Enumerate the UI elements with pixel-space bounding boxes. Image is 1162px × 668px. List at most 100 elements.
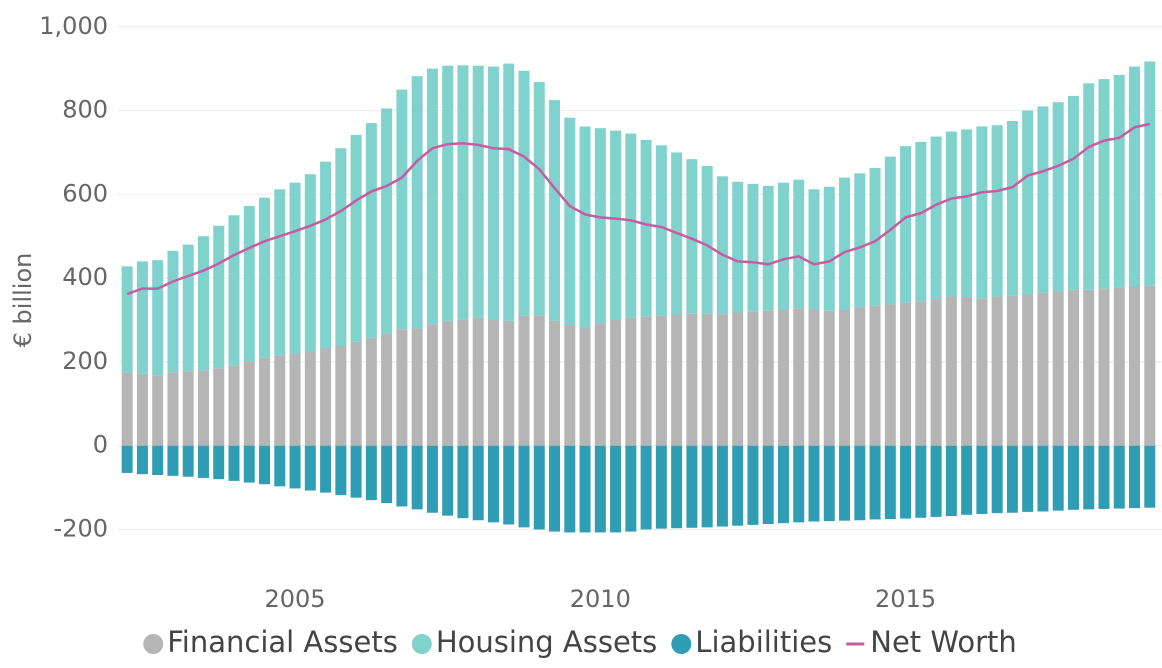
y-tick-label: 600: [62, 179, 108, 207]
bar: [747, 183, 759, 312]
bar: [152, 445, 164, 476]
bar: [1052, 445, 1064, 511]
bar: [228, 445, 240, 481]
bar: [961, 296, 973, 446]
bar: [426, 445, 438, 513]
bar: [304, 174, 316, 352]
bar: [793, 445, 805, 523]
bar: [228, 215, 240, 366]
bar: [503, 320, 515, 446]
bar: [442, 65, 454, 321]
bar: [823, 310, 835, 446]
bar: [716, 314, 728, 446]
bar: [869, 167, 881, 306]
legend-label: Liabilities: [695, 625, 832, 659]
bar: [930, 445, 942, 517]
bar: [487, 445, 499, 523]
bar: [167, 372, 179, 446]
bar: [1052, 291, 1064, 446]
bar: [533, 315, 545, 446]
bar: [1098, 79, 1110, 289]
bar: [793, 179, 805, 309]
bar: [610, 445, 622, 533]
bar: [579, 445, 591, 533]
bar: [243, 361, 255, 446]
bar: [381, 445, 393, 504]
bar: [136, 373, 148, 446]
bar: [701, 445, 713, 528]
bar: [350, 134, 362, 342]
bar: [518, 445, 530, 528]
bar: [793, 308, 805, 446]
bar: [289, 353, 301, 446]
bar: [625, 133, 637, 318]
bar: [304, 445, 316, 491]
bar: [671, 314, 683, 446]
bar: [991, 125, 1003, 297]
bar: [594, 323, 606, 446]
bar: [732, 445, 744, 526]
bar: [884, 445, 896, 520]
bar: [152, 375, 164, 446]
bar: [411, 328, 423, 446]
bar: [564, 117, 576, 326]
bar: [1022, 294, 1034, 446]
bar: [518, 70, 530, 316]
bar: [900, 302, 912, 446]
y-axis-label: € billion: [9, 253, 37, 348]
bar: [625, 317, 637, 446]
bar: [426, 324, 438, 446]
bar: [884, 304, 896, 446]
y-tick-label: 800: [62, 96, 108, 124]
y-tick-label: 200: [62, 347, 108, 375]
bar: [930, 299, 942, 446]
bar: [762, 310, 774, 446]
bar: [839, 309, 851, 446]
legend-symbol: [143, 634, 164, 654]
bar: [1037, 106, 1049, 293]
bar: [900, 146, 912, 303]
bar: [472, 445, 484, 521]
legend-label: Financial Assets: [167, 625, 398, 659]
bar: [1067, 289, 1079, 446]
bar: [716, 176, 728, 315]
bar: [182, 244, 194, 372]
bar: [579, 327, 591, 446]
bar: [564, 445, 576, 533]
bar: [320, 445, 332, 493]
bar: [457, 445, 469, 519]
bar: [136, 261, 148, 374]
bar: [1129, 66, 1141, 287]
bar: [1129, 445, 1141, 509]
bar: [961, 445, 973, 515]
bar: [213, 368, 225, 446]
bar: [594, 445, 606, 533]
bar: [365, 123, 377, 338]
bar: [1006, 445, 1018, 513]
bar: [625, 445, 637, 532]
bar: [930, 136, 942, 300]
bar: [945, 131, 957, 297]
bar: [777, 182, 789, 310]
bar: [579, 126, 591, 328]
bar: [915, 445, 927, 518]
bar: [396, 445, 408, 507]
bar: [442, 445, 454, 516]
bar: [549, 100, 561, 321]
bar: [777, 309, 789, 446]
bar: [1144, 445, 1156, 508]
bar: [472, 65, 484, 318]
bar: [823, 186, 835, 311]
bar: [304, 351, 316, 446]
bar: [808, 445, 820, 522]
bar: [915, 301, 927, 446]
bar: [289, 182, 301, 354]
x-tick-label: 2010: [570, 585, 631, 613]
bar: [701, 165, 713, 314]
y-tick-label: 400: [62, 263, 108, 291]
bar: [762, 445, 774, 525]
x-tick-label: 2005: [265, 585, 326, 613]
line: [126, 122, 1151, 296]
bar: [1098, 445, 1110, 509]
bar: [243, 206, 255, 362]
